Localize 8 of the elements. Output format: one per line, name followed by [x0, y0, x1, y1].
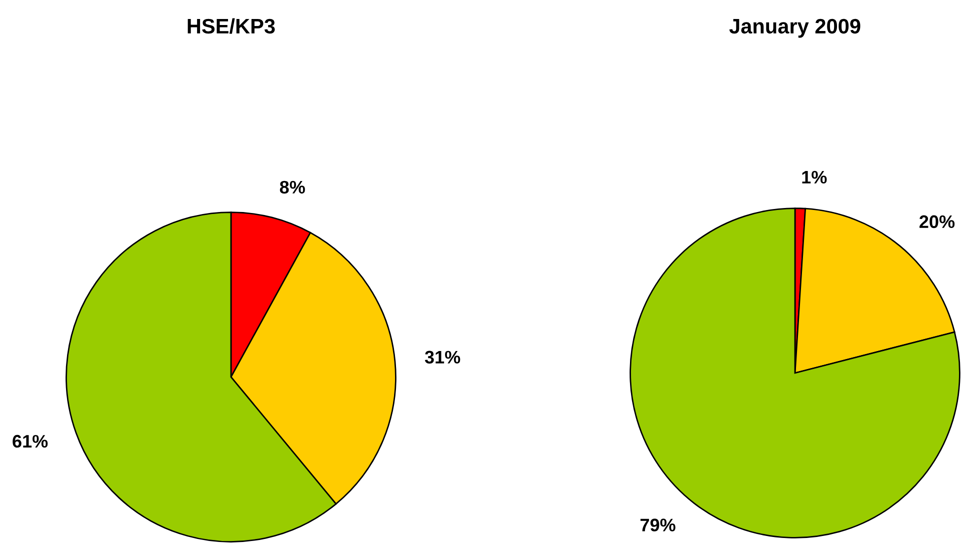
data-label: 31% — [424, 350, 460, 364]
chart-title: January 2009 — [729, 18, 860, 38]
data-label: 8% — [280, 180, 305, 194]
data-label: 61% — [12, 434, 48, 448]
data-label: 20% — [920, 215, 955, 228]
chart-title: HSE/KP3 — [188, 18, 275, 34]
data-label: 1% — [802, 170, 827, 184]
data-label: 79% — [640, 518, 676, 532]
